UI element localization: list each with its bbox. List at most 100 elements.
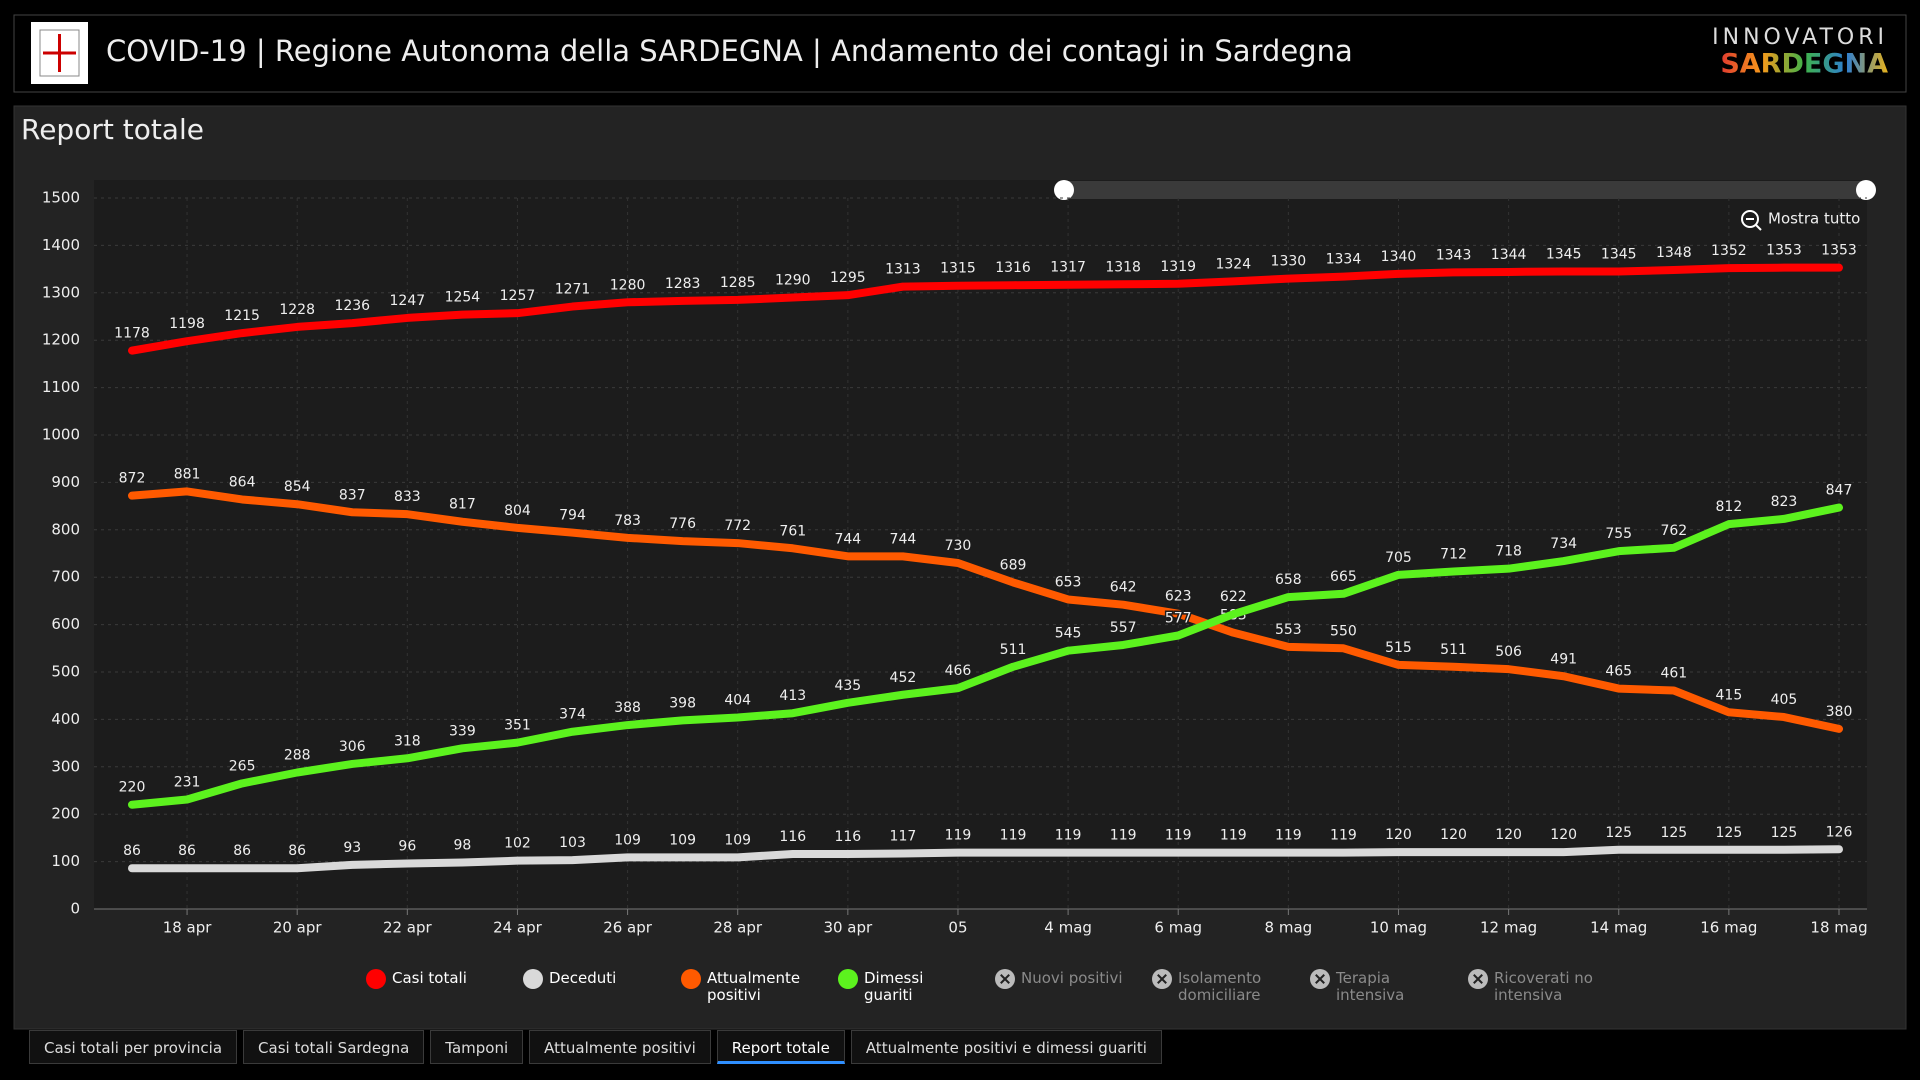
data-label: 1254: [445, 290, 481, 306]
x-tick-label: 16 mag: [1700, 919, 1757, 937]
data-label: 380: [1826, 704, 1853, 720]
tab[interactable]: Attualmente positivi e dimessi guariti: [850, 1030, 1162, 1064]
legend-item[interactable]: Nuovi positivi: [995, 969, 1123, 990]
data-label: 288: [284, 747, 311, 763]
data-label: 465: [1605, 664, 1632, 680]
data-label: 872: [119, 471, 146, 487]
data-label: 823: [1771, 494, 1798, 510]
y-tick-label: 500: [51, 663, 80, 681]
legend-item[interactable]: Deceduti: [523, 969, 616, 990]
legend-label: Attualmente positivi: [707, 969, 801, 1004]
data-label: 762: [1660, 523, 1687, 539]
series-line: [128, 263, 1843, 355]
scrollbar[interactable]: [1063, 181, 1866, 199]
data-label: 120: [1495, 827, 1522, 843]
series-line: [128, 503, 1843, 809]
zoom-button[interactable]: Mostra tutto: [1768, 210, 1860, 228]
y-tick-label: 800: [51, 520, 80, 538]
x-tick-label: 6 mag: [1154, 919, 1202, 937]
legend-swatch: [838, 969, 858, 989]
x-tick-label: 26 apr: [603, 919, 653, 937]
data-label: 1344: [1491, 247, 1527, 263]
data-label: 351: [504, 718, 531, 734]
data-label: 837: [339, 487, 366, 503]
data-label: 125: [1660, 825, 1687, 841]
tab[interactable]: Attualmente positivi: [529, 1030, 711, 1064]
y-tick-label: 1400: [42, 236, 80, 254]
data-label: 86: [178, 843, 196, 859]
tab[interactable]: Report totale: [716, 1030, 845, 1064]
data-label: 119: [1275, 828, 1302, 844]
tab[interactable]: Casi totali Sardegna: [243, 1030, 425, 1064]
data-label: 1318: [1105, 259, 1141, 275]
data-label: 119: [1220, 828, 1247, 844]
data-label: 405: [1771, 692, 1798, 708]
scroll-handle[interactable]: [1054, 180, 1074, 200]
header-title: COVID-19 | Regione Autonoma della SARDEG…: [106, 34, 1353, 68]
logo-top: INNOVATORI: [1712, 25, 1888, 50]
tab[interactable]: Casi totali per provincia: [29, 1030, 238, 1064]
data-label: 1271: [555, 282, 591, 298]
data-label: 404: [724, 693, 751, 709]
data-label: 761: [779, 523, 806, 539]
data-label: 1317: [1050, 260, 1086, 276]
data-label: 1334: [1326, 252, 1362, 268]
data-label: 718: [1495, 544, 1522, 560]
data-label: 712: [1440, 547, 1467, 563]
data-label: 116: [834, 829, 861, 845]
data-label: 119: [1165, 828, 1192, 844]
legend-item[interactable]: Casi totali: [366, 969, 467, 990]
data-label: 1319: [1160, 259, 1196, 275]
panel-title: Report totale: [21, 113, 204, 146]
y-tick-label: 900: [51, 473, 80, 491]
data-label: 415: [1716, 687, 1743, 703]
data-label: 689: [1000, 557, 1027, 573]
legend-item[interactable]: Attualmente positivi: [681, 969, 817, 1004]
legend-item[interactable]: Terapia intensiva: [1310, 969, 1446, 1004]
data-label: 109: [724, 832, 751, 848]
data-label: 557: [1110, 620, 1137, 636]
data-label: 109: [669, 832, 696, 848]
data-label: 126: [1826, 824, 1853, 840]
data-label: 388: [614, 700, 641, 716]
data-label: 119: [1110, 828, 1137, 844]
data-label: 734: [1550, 536, 1577, 552]
data-label: 1178: [114, 326, 150, 342]
data-label: 1330: [1271, 254, 1307, 270]
data-label: 435: [834, 678, 861, 694]
data-label: 109: [614, 832, 641, 848]
legend-item[interactable]: Dimessi guariti: [838, 969, 974, 1004]
tab[interactable]: Tamponi: [430, 1030, 524, 1064]
data-label: 515: [1385, 640, 1412, 656]
x-tick-label: 18 apr: [163, 919, 213, 937]
data-label: 413: [779, 688, 806, 704]
series-line: [128, 845, 1843, 873]
data-label: 653: [1055, 574, 1082, 590]
data-label: 864: [229, 474, 256, 490]
x-tick-label: 22 apr: [383, 919, 433, 937]
data-label: 1353: [1821, 243, 1857, 259]
zoom-icon[interactable]: [1741, 210, 1759, 228]
legend-item[interactable]: Isolamento domiciliare: [1152, 969, 1288, 1004]
legend-swatch: [995, 969, 1015, 989]
data-label: 116: [779, 829, 806, 845]
data-label: 1315: [940, 261, 976, 277]
data-label: 804: [504, 503, 531, 519]
x-tick-label: 24 apr: [493, 919, 543, 937]
legend-swatch: [1468, 969, 1488, 989]
x-tick-label: 4 mag: [1044, 919, 1092, 937]
data-label: 577: [1165, 611, 1192, 627]
data-label: 776: [669, 516, 696, 532]
data-label: 817: [449, 497, 476, 513]
data-label: 1353: [1766, 243, 1802, 259]
legend-item[interactable]: Ricoverati no intensiva: [1468, 969, 1604, 1004]
data-label: 339: [449, 723, 476, 739]
data-label: 1345: [1546, 246, 1582, 262]
scroll-handle[interactable]: [1856, 180, 1876, 200]
y-tick-label: 700: [51, 568, 80, 586]
x-tick-label: 10 mag: [1370, 919, 1427, 937]
legend-label: Terapia intensiva: [1336, 969, 1405, 1004]
y-tick-label: 1000: [42, 426, 80, 444]
header-bar: [13, 14, 1907, 93]
